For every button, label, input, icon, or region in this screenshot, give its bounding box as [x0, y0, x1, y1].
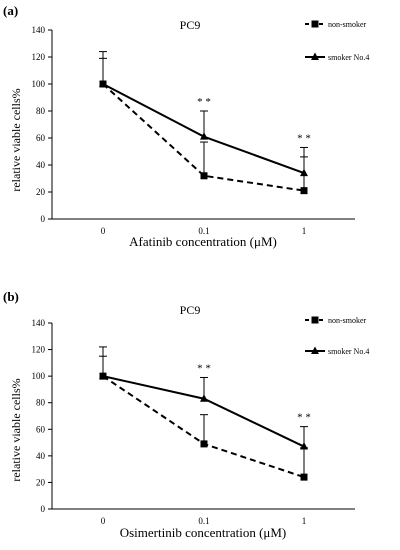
- x-tick-label: 0.1: [198, 516, 209, 526]
- significance-label: * *: [197, 362, 211, 374]
- y-tick-label: 100: [32, 79, 46, 89]
- y-tick-label: 80: [36, 398, 46, 408]
- series-line-non-smoker: [102, 83, 305, 192]
- marker-square: [300, 473, 308, 481]
- legend-label: non-smoker: [328, 20, 367, 29]
- legend-a: non-smoker smoker No.4: [305, 20, 369, 62]
- y-tick-label: 0: [41, 504, 46, 514]
- legend-label: smoker No.4: [328, 53, 369, 62]
- marker-square: [200, 172, 208, 180]
- x-tick-label: 0: [101, 226, 106, 236]
- x-tick-label: 0: [101, 516, 106, 526]
- panel-label-a: (a): [3, 3, 18, 18]
- marks-b: * * * *: [99, 346, 311, 481]
- panel-label-b: (b): [3, 289, 19, 304]
- marker-triangle: [200, 394, 208, 402]
- legend-marker-square: [311, 20, 319, 28]
- chart-a-svg: (a) PC9 relative viable cells% Afatinib …: [3, 3, 369, 249]
- legend-marker-triangle: [311, 52, 319, 60]
- chart-title-a: PC9: [180, 18, 201, 32]
- y-tick-label: 100: [32, 371, 46, 381]
- legend-marker-square: [311, 316, 319, 324]
- marker-square: [300, 187, 308, 195]
- axes-b: 0 20 40 60 80 100 120 140 0 0.1 1: [32, 318, 355, 526]
- marker-triangle: [200, 132, 208, 140]
- significance-label: * *: [197, 96, 211, 108]
- x-axis-label-a: Afatinib concentration (μM): [129, 234, 277, 249]
- x-tick-label: 1: [302, 226, 307, 236]
- chart-panel-b: (b) PC9 relative viable cells% Osimertin…: [0, 275, 400, 550]
- y-tick-label: 60: [36, 424, 46, 434]
- marker-triangle: [300, 168, 308, 177]
- marks-a: * * * *: [99, 51, 311, 195]
- y-tick-label: 0: [41, 214, 46, 224]
- y-tick-label: 20: [36, 187, 46, 197]
- marker-square: [200, 440, 208, 448]
- y-axis-label-a: relative viable cells%: [9, 88, 23, 191]
- legend-b: non-smoker smoker No.4: [305, 316, 369, 356]
- y-tick-label: 60: [36, 133, 46, 143]
- chart-title-b: PC9: [180, 303, 201, 317]
- y-tick-label: 120: [32, 345, 46, 355]
- y-axis-label-b: relative viable cells%: [9, 378, 23, 481]
- marker-triangle: [99, 79, 107, 87]
- y-tick-label: 120: [32, 52, 46, 62]
- legend-label: smoker No.4: [328, 347, 369, 356]
- x-tick-label: 0.1: [198, 226, 209, 236]
- marker-triangle: [300, 442, 308, 450]
- y-tick-label: 140: [32, 318, 46, 328]
- legend-label: non-smoker: [328, 316, 367, 325]
- significance-label: * *: [297, 132, 311, 144]
- y-tick-label: 40: [36, 451, 46, 461]
- x-tick-label: 1: [302, 516, 307, 526]
- y-tick-label: 80: [36, 106, 46, 116]
- axes-a: 0 20 40 60 80 100 120 140 0 0.1 1: [32, 25, 355, 236]
- significance-label: * *: [297, 412, 311, 424]
- y-tick-label: 40: [36, 160, 46, 170]
- chart-b-svg: (b) PC9 relative viable cells% Osimertin…: [3, 289, 369, 540]
- y-tick-label: 20: [36, 477, 46, 487]
- x-axis-label-b: Osimertinib concentration (μM): [120, 525, 287, 540]
- legend-marker-triangle: [311, 346, 319, 354]
- chart-panel-a: (a) PC9 relative viable cells% Afatinib …: [3, 3, 369, 249]
- marker-triangle: [99, 371, 107, 380]
- y-tick-label: 140: [32, 25, 46, 35]
